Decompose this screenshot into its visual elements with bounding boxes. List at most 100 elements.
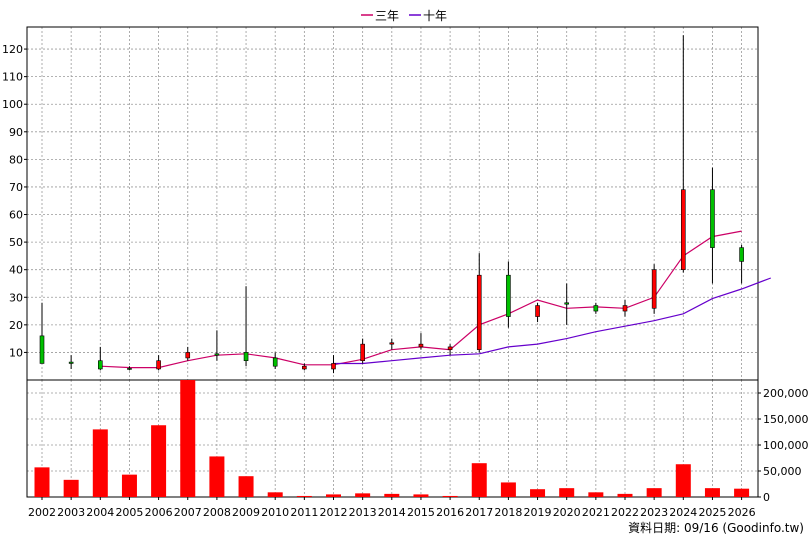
volume-bar [384,493,400,497]
candle-body [156,360,161,370]
candle-body [564,302,570,305]
volume-bar [63,479,79,497]
candlesticks [39,35,744,374]
volume-bar [559,488,575,497]
candle-body [739,247,744,262]
volume-bar [180,380,196,497]
candle-body [622,305,628,312]
x-tick-label: 2006 [145,506,173,519]
volume-bar [646,488,662,497]
candle-body [389,342,395,345]
volume-bar [267,492,283,497]
price-axis: 10 20 30 40 50 60 70 80 90 100 110 120 [2,43,27,359]
volume-bars [34,380,750,497]
x-tick-label: 2004 [86,506,114,519]
volume-bar [413,494,429,497]
volume-bar [34,467,50,497]
x-tick-label: 2009 [232,506,260,519]
candle-body [535,305,540,317]
x-tick-label: 2018 [494,506,522,519]
candle-body [243,352,249,361]
price-tick-label: 100 [2,98,23,111]
volume-bar [617,493,633,497]
x-tick-label: 2023 [640,506,668,519]
candle-body [214,353,220,356]
volume-tick-label: 100,000 [763,439,808,452]
x-tick-label: 2016 [436,506,464,519]
candle-body [418,343,424,348]
price-tick-label: 60 [9,209,23,222]
price-tick-label: 20 [9,319,23,332]
x-tick-label: 2021 [582,506,610,519]
x-tick-label: 2010 [261,506,289,519]
volume-tick-label: 0 [763,491,770,504]
price-tick-label: 50 [9,236,23,249]
volume-bar [326,494,341,497]
volume-tick-label: 50,000 [763,465,802,478]
x-tick-label: 2026 [728,506,756,519]
candle-body [98,360,103,370]
volume-bar [500,482,516,497]
volume-bar [92,429,108,497]
price-tick-label: 40 [9,264,23,277]
volume-bar [238,476,254,497]
candle-body [710,189,715,248]
legend: 三年 十年 [361,9,447,23]
x-tick-label: 2020 [553,506,581,519]
candle-body [680,189,686,270]
x-tick-label: 2017 [465,506,493,519]
candle-body [476,274,482,350]
price-tick-label: 110 [2,71,23,84]
x-tick-label: 2005 [115,506,143,519]
candle-body [360,343,365,361]
legend-ma10-label: 十年 [423,9,447,23]
ma10-line [333,277,772,365]
x-tick-label: 2012 [320,506,348,519]
source-footer: 資料日期: 09/16 (Goodinfo.tw) [628,521,804,535]
x-axis: 2002 2003 2004 2005 2006 2007 2008 2009 2010 2011… [28,497,756,519]
candle-body [127,368,132,370]
candle-body [39,335,45,364]
volume-bar [151,425,167,497]
x-tick-label: 2003 [57,506,85,519]
price-tick-label: 30 [9,291,23,304]
candle-body [506,274,511,317]
x-tick-label: 2022 [611,506,639,519]
x-tick-label: 2024 [669,506,697,519]
candle-body [272,357,278,367]
price-tick-label: 10 [9,346,23,359]
volume-axis: 0 50,000 100,000 150,000 200,000 [758,387,808,504]
price-tick-label: 70 [9,181,23,194]
volume-bar [675,464,691,497]
volume-bar [209,456,225,497]
volume-bar [704,488,720,497]
volume-bar [530,489,546,497]
candle-body [593,305,599,312]
x-tick-label: 2011 [290,506,318,519]
candle-body [651,269,657,309]
x-tick-label: 2007 [174,506,202,519]
price-tick-label: 120 [2,43,23,56]
price-tick-label: 80 [9,153,23,166]
volume-bar [121,474,137,497]
candle-body [447,346,453,350]
candle-body [302,365,307,370]
x-tick-label: 2025 [698,506,726,519]
price-gridlines [27,27,758,380]
volume-bar [296,495,312,497]
x-tick-label: 2015 [407,506,435,519]
x-tick-label: 2002 [28,506,56,519]
x-tick-label: 2019 [524,506,552,519]
x-tick-label: 2008 [203,506,231,519]
x-tick-label: 2013 [349,506,377,519]
volume-bar [588,492,604,497]
x-tick-label: 2014 [378,506,406,519]
volume-bar [355,493,371,497]
price-tick-label: 90 [9,126,23,139]
candle-body [185,352,191,359]
legend-ma3-label: 三年 [375,9,399,23]
volume-bar [442,495,458,497]
candle-body [331,363,336,370]
